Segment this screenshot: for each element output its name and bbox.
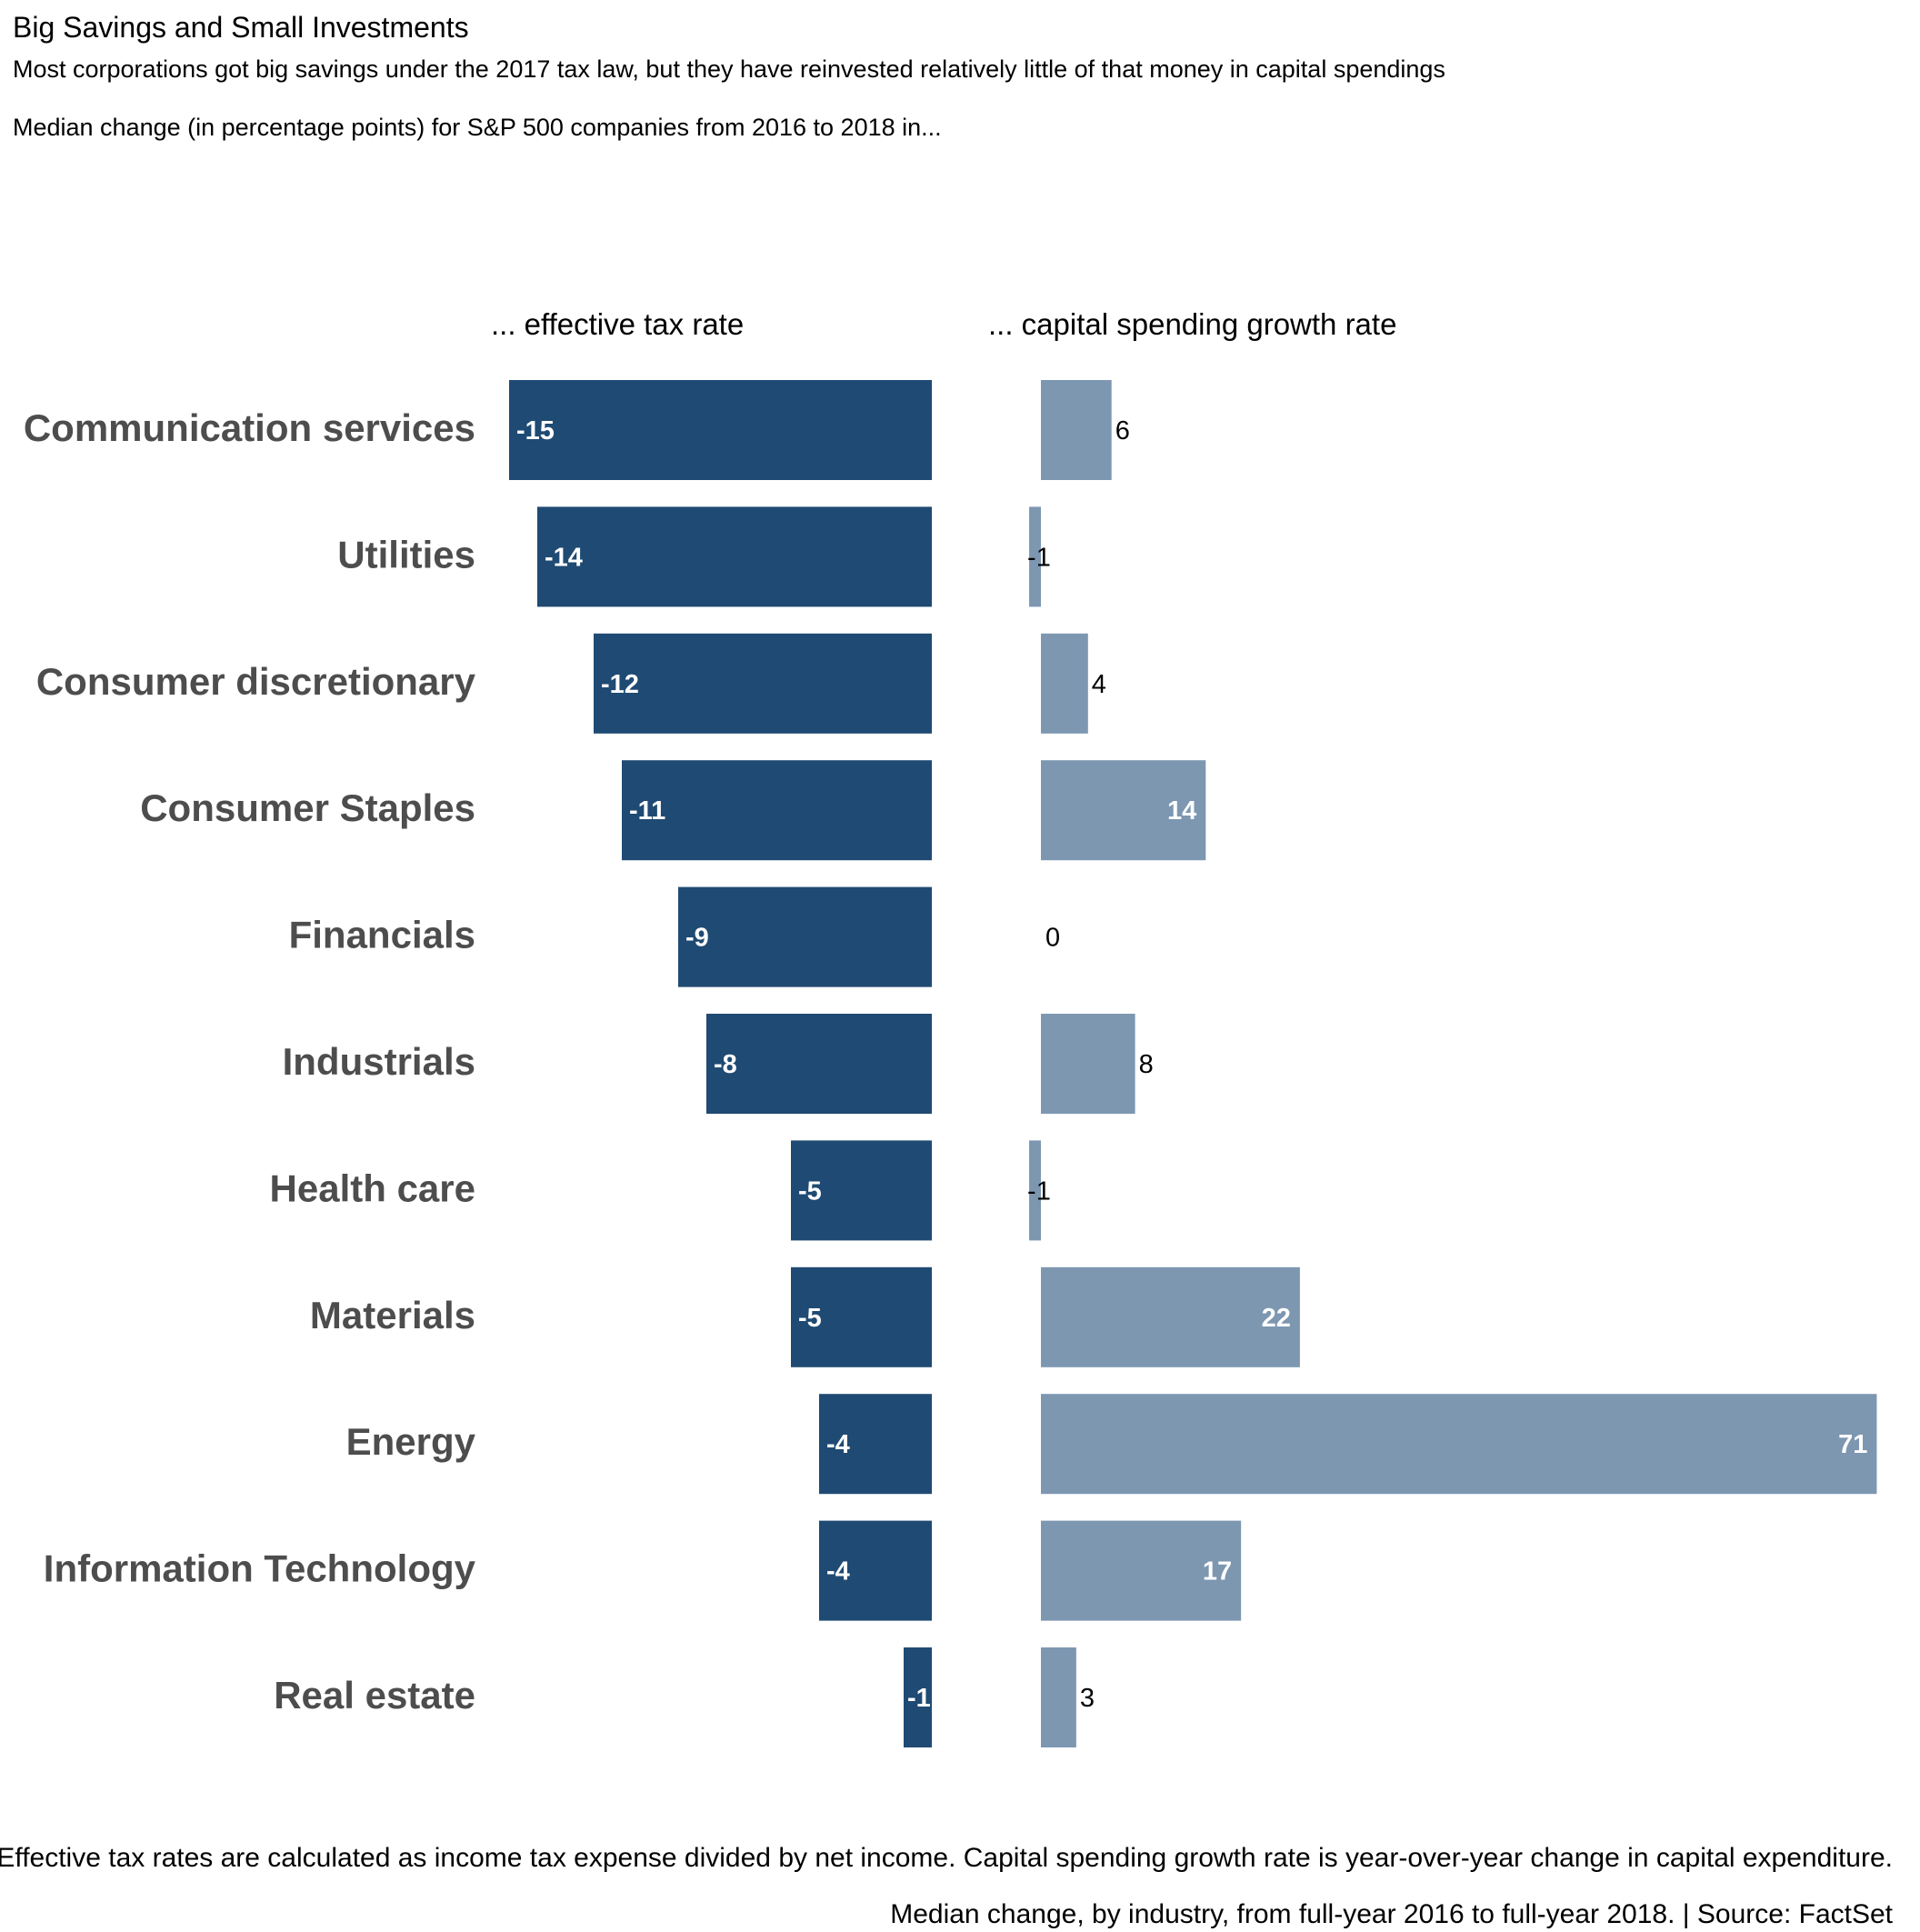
capital-spending-value-label: 6: [1115, 416, 1130, 445]
tax-rate-value-label: -12: [601, 670, 639, 699]
tax-rate-value-label: -9: [685, 924, 709, 953]
capital-spending-value-label: 3: [1080, 1684, 1095, 1713]
capital-spending-bar: [1041, 1014, 1135, 1114]
panel-header-capital-spending: ... capital spending growth rate: [988, 307, 1396, 341]
capital-spending-value-label: 71: [1838, 1430, 1867, 1459]
capital-spending-bar: [1041, 760, 1206, 861]
tax-rate-value-label: -15: [516, 416, 555, 445]
tax-rate-bar: [622, 760, 932, 861]
category-label: Real estate: [274, 1674, 475, 1717]
tax-rate-bar: [904, 1647, 932, 1747]
category-label: Financials: [289, 914, 475, 956]
tax-rate-bar: [678, 886, 932, 987]
capital-spending-value-label: 14: [1167, 796, 1196, 826]
category-label: Health care: [270, 1166, 475, 1209]
category-label: Energy: [346, 1420, 476, 1463]
category-label: Materials: [310, 1294, 475, 1336]
capital-spending-bar: [1041, 1647, 1076, 1747]
tax-rate-value-label: -8: [714, 1050, 737, 1079]
chart-title: Big Savings and Small Investments: [13, 11, 469, 44]
category-label: Information Technology: [44, 1547, 476, 1590]
capital-spending-value-label: 0: [1045, 924, 1060, 953]
capital-spending-bar: [1041, 1266, 1300, 1367]
tax-rate-value-label: -14: [545, 543, 583, 572]
chart-caption: Median change (in percentage points) for…: [13, 114, 942, 141]
tax-rate-value-label: -5: [798, 1176, 822, 1206]
tax-rate-bar: [819, 1394, 932, 1495]
tax-rate-bar: [819, 1520, 932, 1621]
capital-spending-bar: [1029, 506, 1041, 607]
panel-header-tax-rate: ... effective tax rate: [491, 307, 744, 341]
capital-spending-value-label: 4: [1092, 670, 1106, 699]
tax-rate-value-label: -4: [826, 1430, 850, 1459]
capital-spending-bar: [1041, 380, 1112, 480]
tax-rate-value-label: -4: [826, 1557, 850, 1587]
tax-rate-value-label: -11: [629, 796, 665, 826]
footnote-definitions: Effective tax rates are calculated as in…: [0, 1843, 1893, 1873]
tax-rate-bar: [791, 1140, 932, 1241]
capital-spending-value-label: 8: [1139, 1050, 1154, 1079]
capital-spending-value-label: -1: [1027, 543, 1051, 572]
category-label: Industrials: [283, 1040, 475, 1083]
chart-subtitle: Most corporations got big savings under …: [13, 55, 1445, 83]
tax-rate-value-label: -1: [907, 1684, 931, 1713]
capital-spending-bar: [1041, 633, 1088, 734]
tax-rate-bar: [706, 1014, 932, 1114]
capital-spending-bar: [1041, 1520, 1242, 1621]
capital-spending-value-label: 17: [1203, 1557, 1232, 1587]
tax-rate-bar: [791, 1266, 932, 1367]
capital-spending-bar: [1041, 1394, 1877, 1495]
category-label: Consumer Staples: [140, 786, 475, 829]
footnote-source: Median change, by industry, from full-ye…: [890, 1899, 1893, 1929]
category-label: Communication services: [24, 406, 475, 449]
category-label: Utilities: [337, 533, 475, 576]
capital-spending-bar: [1029, 1140, 1041, 1241]
tax-rate-bar: [509, 380, 932, 480]
category-label: Consumer discretionary: [36, 660, 476, 703]
capital-spending-value-label: -1: [1027, 1176, 1051, 1206]
tax-rate-value-label: -5: [798, 1304, 822, 1333]
tax-rate-bar: [594, 633, 932, 734]
tax-rate-bar: [537, 506, 932, 607]
capital-spending-value-label: 22: [1262, 1304, 1291, 1333]
